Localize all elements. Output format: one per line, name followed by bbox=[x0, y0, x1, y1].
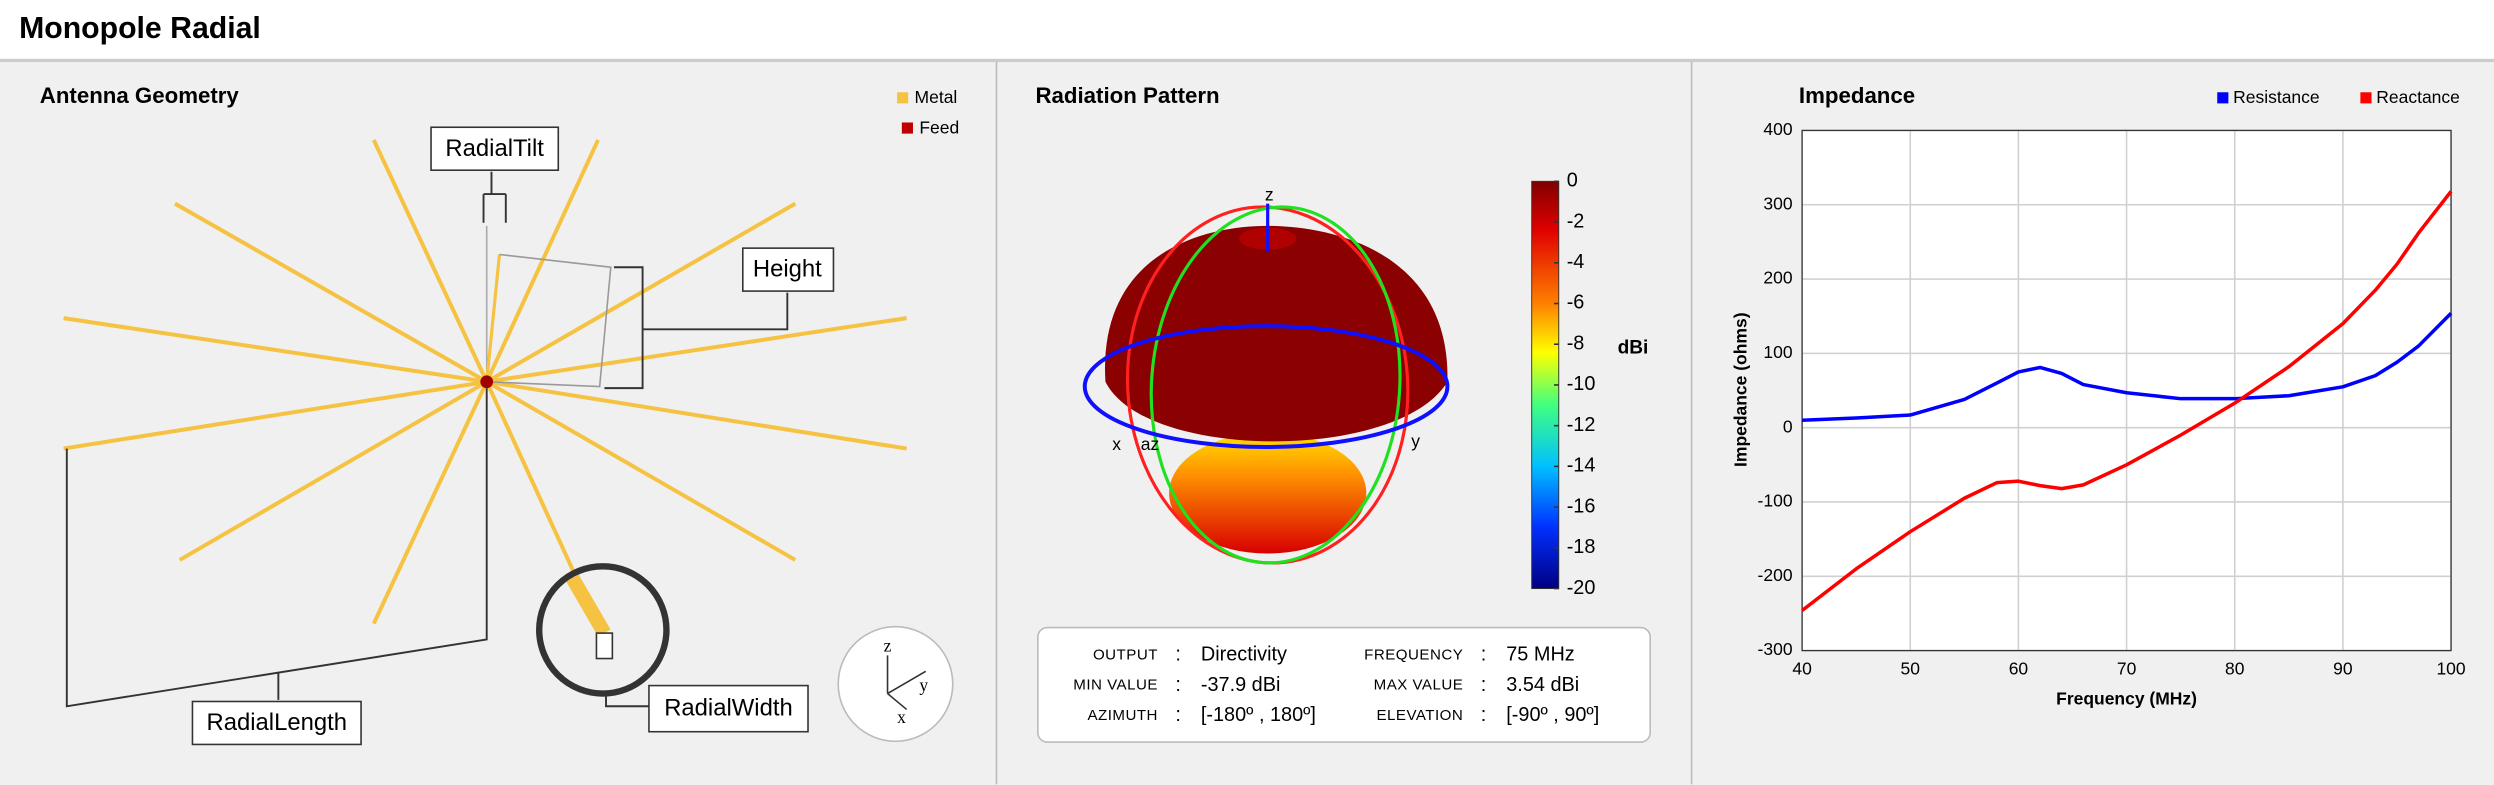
legend-swatch bbox=[2217, 92, 2229, 104]
axis-label: y bbox=[919, 675, 928, 695]
header-shadow bbox=[0, 58, 2494, 63]
x-tick-label: 50 bbox=[1901, 658, 1921, 678]
app-title: Monopole Radial bbox=[19, 12, 261, 45]
axes-triad bbox=[837, 625, 954, 743]
blue-cut bbox=[1082, 324, 1450, 449]
colorbar-tick-label: 0 bbox=[1567, 170, 1578, 192]
impedance-panel: Impedance Frequency (MHz) Impedance (ohm… bbox=[1730, 83, 2466, 709]
y-tick-label: 0 bbox=[1783, 416, 1793, 436]
axis-label: x bbox=[1112, 434, 1121, 454]
x-tick-label: 100 bbox=[2436, 658, 2465, 678]
y-tick-label: -100 bbox=[1758, 491, 1793, 511]
y-tick-label: -300 bbox=[1758, 639, 1793, 659]
panel-title: Radiation Pattern bbox=[1035, 83, 1219, 108]
label-box bbox=[741, 247, 835, 292]
axis-label: z bbox=[1265, 184, 1274, 204]
legend-swatch bbox=[2360, 92, 2372, 104]
info-colon: : bbox=[1481, 674, 1487, 696]
x-tick-label: 40 bbox=[1792, 658, 1812, 678]
annotation bbox=[482, 171, 507, 223]
colorbar-tick-label: -2 bbox=[1567, 210, 1585, 232]
info-value: [-180º , 180º] bbox=[1201, 704, 1316, 726]
info-key: MIN VALUE bbox=[1073, 677, 1158, 694]
axis-label: az bbox=[1141, 434, 1159, 454]
info-colon: : bbox=[1175, 704, 1181, 726]
param-label: Height bbox=[753, 256, 822, 283]
info-value: Directivity bbox=[1201, 644, 1287, 666]
info-colon: : bbox=[1481, 704, 1487, 726]
info-colon: : bbox=[1175, 674, 1181, 696]
label-box bbox=[430, 126, 560, 171]
info-key: ELEVATION bbox=[1376, 707, 1463, 724]
info-colon: : bbox=[1175, 644, 1181, 666]
info-key: FREQUENCY bbox=[1364, 646, 1463, 663]
x-axis-title: Frequency (MHz) bbox=[2056, 689, 2197, 709]
info-box bbox=[1037, 626, 1652, 743]
info-value: 75 MHz bbox=[1506, 644, 1574, 666]
legend-label: Resistance bbox=[2233, 87, 2319, 107]
pattern-dome bbox=[1105, 225, 1448, 442]
header-bar bbox=[0, 0, 2494, 59]
pattern-panel: Radiation Pattern z x az y dBi 0 -2 -4 -6 -8… bbox=[1035, 83, 1652, 743]
legend-swatch bbox=[897, 92, 909, 104]
label-box bbox=[191, 700, 362, 746]
geometry-panel: Antenna Geometry Metal Feed RadialTilt H… bbox=[40, 83, 959, 746]
annotation bbox=[604, 266, 789, 390]
colorbar-tick-label: -12 bbox=[1567, 414, 1596, 436]
feed bbox=[480, 375, 494, 389]
panel-title: Antenna Geometry bbox=[40, 83, 240, 108]
radials bbox=[63, 139, 907, 625]
annotation bbox=[65, 388, 488, 708]
colorbar-label: dBi bbox=[1618, 337, 1649, 358]
colorbar-tick-label: -6 bbox=[1567, 292, 1585, 314]
legend-label: Feed bbox=[919, 117, 959, 137]
axis-label: x bbox=[897, 707, 906, 727]
param-label: RadialLength bbox=[206, 709, 347, 736]
param-label: RadialTilt bbox=[445, 135, 544, 162]
info-value: -37.9 dBi bbox=[1201, 674, 1281, 696]
colorbar-tick-label: -16 bbox=[1567, 495, 1596, 517]
outline bbox=[486, 253, 612, 388]
line-series bbox=[1801, 190, 2453, 612]
info-value: 3.54 dBi bbox=[1506, 674, 1579, 696]
info-colon: : bbox=[1481, 644, 1487, 666]
y-tick-label: 300 bbox=[1763, 193, 1792, 213]
label-box bbox=[648, 684, 809, 733]
axis-label: z bbox=[884, 635, 892, 655]
y-tick-label: -200 bbox=[1758, 565, 1793, 585]
green-cut bbox=[1149, 205, 1402, 565]
y-tick-label: 400 bbox=[1763, 119, 1792, 139]
line-series bbox=[1802, 311, 2453, 422]
legend-label: Metal bbox=[915, 87, 958, 107]
colorbar-tick-label: -10 bbox=[1567, 373, 1596, 395]
chart-title: Impedance bbox=[1799, 83, 1915, 108]
info-key: OUTPUT bbox=[1093, 646, 1158, 663]
legend-swatch bbox=[901, 122, 913, 134]
plot-frame bbox=[1801, 129, 2452, 652]
x-tick-label: 90 bbox=[2333, 658, 2353, 678]
x-tick-label: 60 bbox=[2009, 658, 2029, 678]
y-tick-label: 100 bbox=[1763, 342, 1792, 362]
info-value: [-90º , 90º] bbox=[1506, 704, 1599, 726]
param-label: RadialWidth bbox=[664, 695, 793, 722]
colorbar-tick-label: -14 bbox=[1567, 455, 1596, 477]
axis-label: y bbox=[1411, 431, 1420, 451]
x-tick-label: 80 bbox=[2225, 658, 2245, 678]
y-tick-label: 200 bbox=[1763, 268, 1792, 288]
triad-axes bbox=[886, 655, 927, 711]
info-key: MAX VALUE bbox=[1374, 677, 1464, 694]
colorbar-tick-label: -8 bbox=[1567, 332, 1585, 354]
pattern-lobe bbox=[1169, 432, 1367, 554]
x-tick-label: 70 bbox=[2117, 658, 2137, 678]
colorbar-tick-label: -4 bbox=[1567, 251, 1585, 273]
y-axis-title: Impedance (ohms) bbox=[1730, 312, 1750, 466]
colorbar-tick-label: -18 bbox=[1567, 536, 1596, 558]
colorbar-tick-label: -20 bbox=[1567, 577, 1596, 599]
info-key: AZIMUTH bbox=[1087, 707, 1157, 724]
legend-label: Reactance bbox=[2376, 87, 2460, 107]
monopole bbox=[485, 254, 502, 382]
